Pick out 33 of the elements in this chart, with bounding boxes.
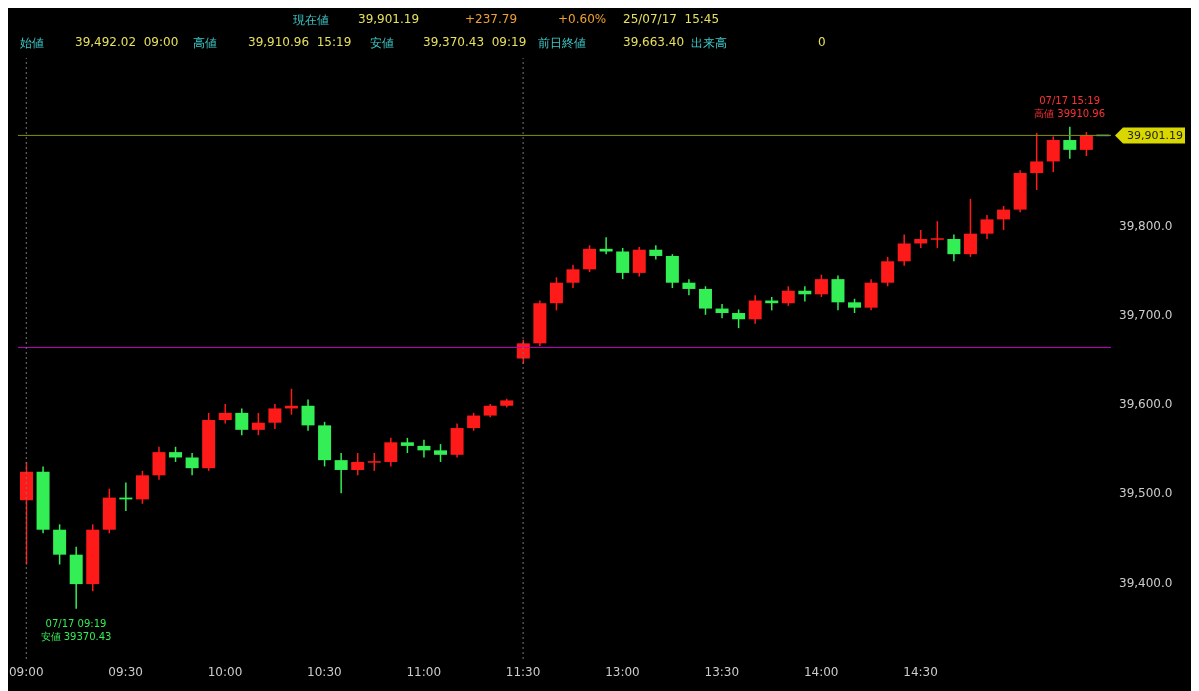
text: 出来高 xyxy=(691,35,727,52)
text: 0 xyxy=(818,35,826,49)
text: 始値 xyxy=(20,35,44,52)
x-tick-label: 10:00 xyxy=(207,664,243,679)
text: 高値 xyxy=(193,35,217,52)
y-tick-label: 39,600.0 xyxy=(1119,397,1173,412)
x-tick-label: 14:30 xyxy=(903,664,938,679)
x-tick-label: 09:30 xyxy=(108,664,143,679)
x-tick-label: 13:30 xyxy=(704,664,740,679)
text: 安値 xyxy=(370,35,394,52)
y-tick-label: 39,700.0 xyxy=(1119,308,1173,323)
ref-line-label: 39,901.19 xyxy=(1127,129,1183,143)
text: 39,901.19 xyxy=(358,12,420,26)
text: 25/07/17 15:45 xyxy=(623,12,720,26)
annotation: 07/17 09:19 安値 39370.43 xyxy=(40,617,112,642)
x-tick-label: 14:00 xyxy=(803,664,839,679)
text: 39,910.96 15:19 xyxy=(248,35,352,49)
text: 39,492.02 09:00 xyxy=(75,35,179,49)
text: 現在値 xyxy=(293,12,329,29)
text: 39,663.40 xyxy=(623,35,685,49)
x-tick-label: 09:00 xyxy=(8,664,44,679)
y-tick-label: 39,800.0 xyxy=(1119,218,1173,233)
text: 前日終値 xyxy=(538,35,586,52)
y-tick-label: 39,400.0 xyxy=(1119,575,1173,590)
x-tick-label: 13:00 xyxy=(605,664,640,679)
x-tick-label: 10:30 xyxy=(307,664,342,679)
text: 39,370.43 09:19 xyxy=(423,35,527,49)
text: +237.79 xyxy=(465,12,518,26)
y-tick-label: 39,500.0 xyxy=(1119,486,1173,501)
x-tick-label: 11:00 xyxy=(406,664,442,679)
annotation: 07/17 15:19 高値 39910.96 xyxy=(1034,94,1106,119)
x-tick-label: 11:30 xyxy=(505,664,541,679)
text: +0.60% xyxy=(558,12,607,26)
